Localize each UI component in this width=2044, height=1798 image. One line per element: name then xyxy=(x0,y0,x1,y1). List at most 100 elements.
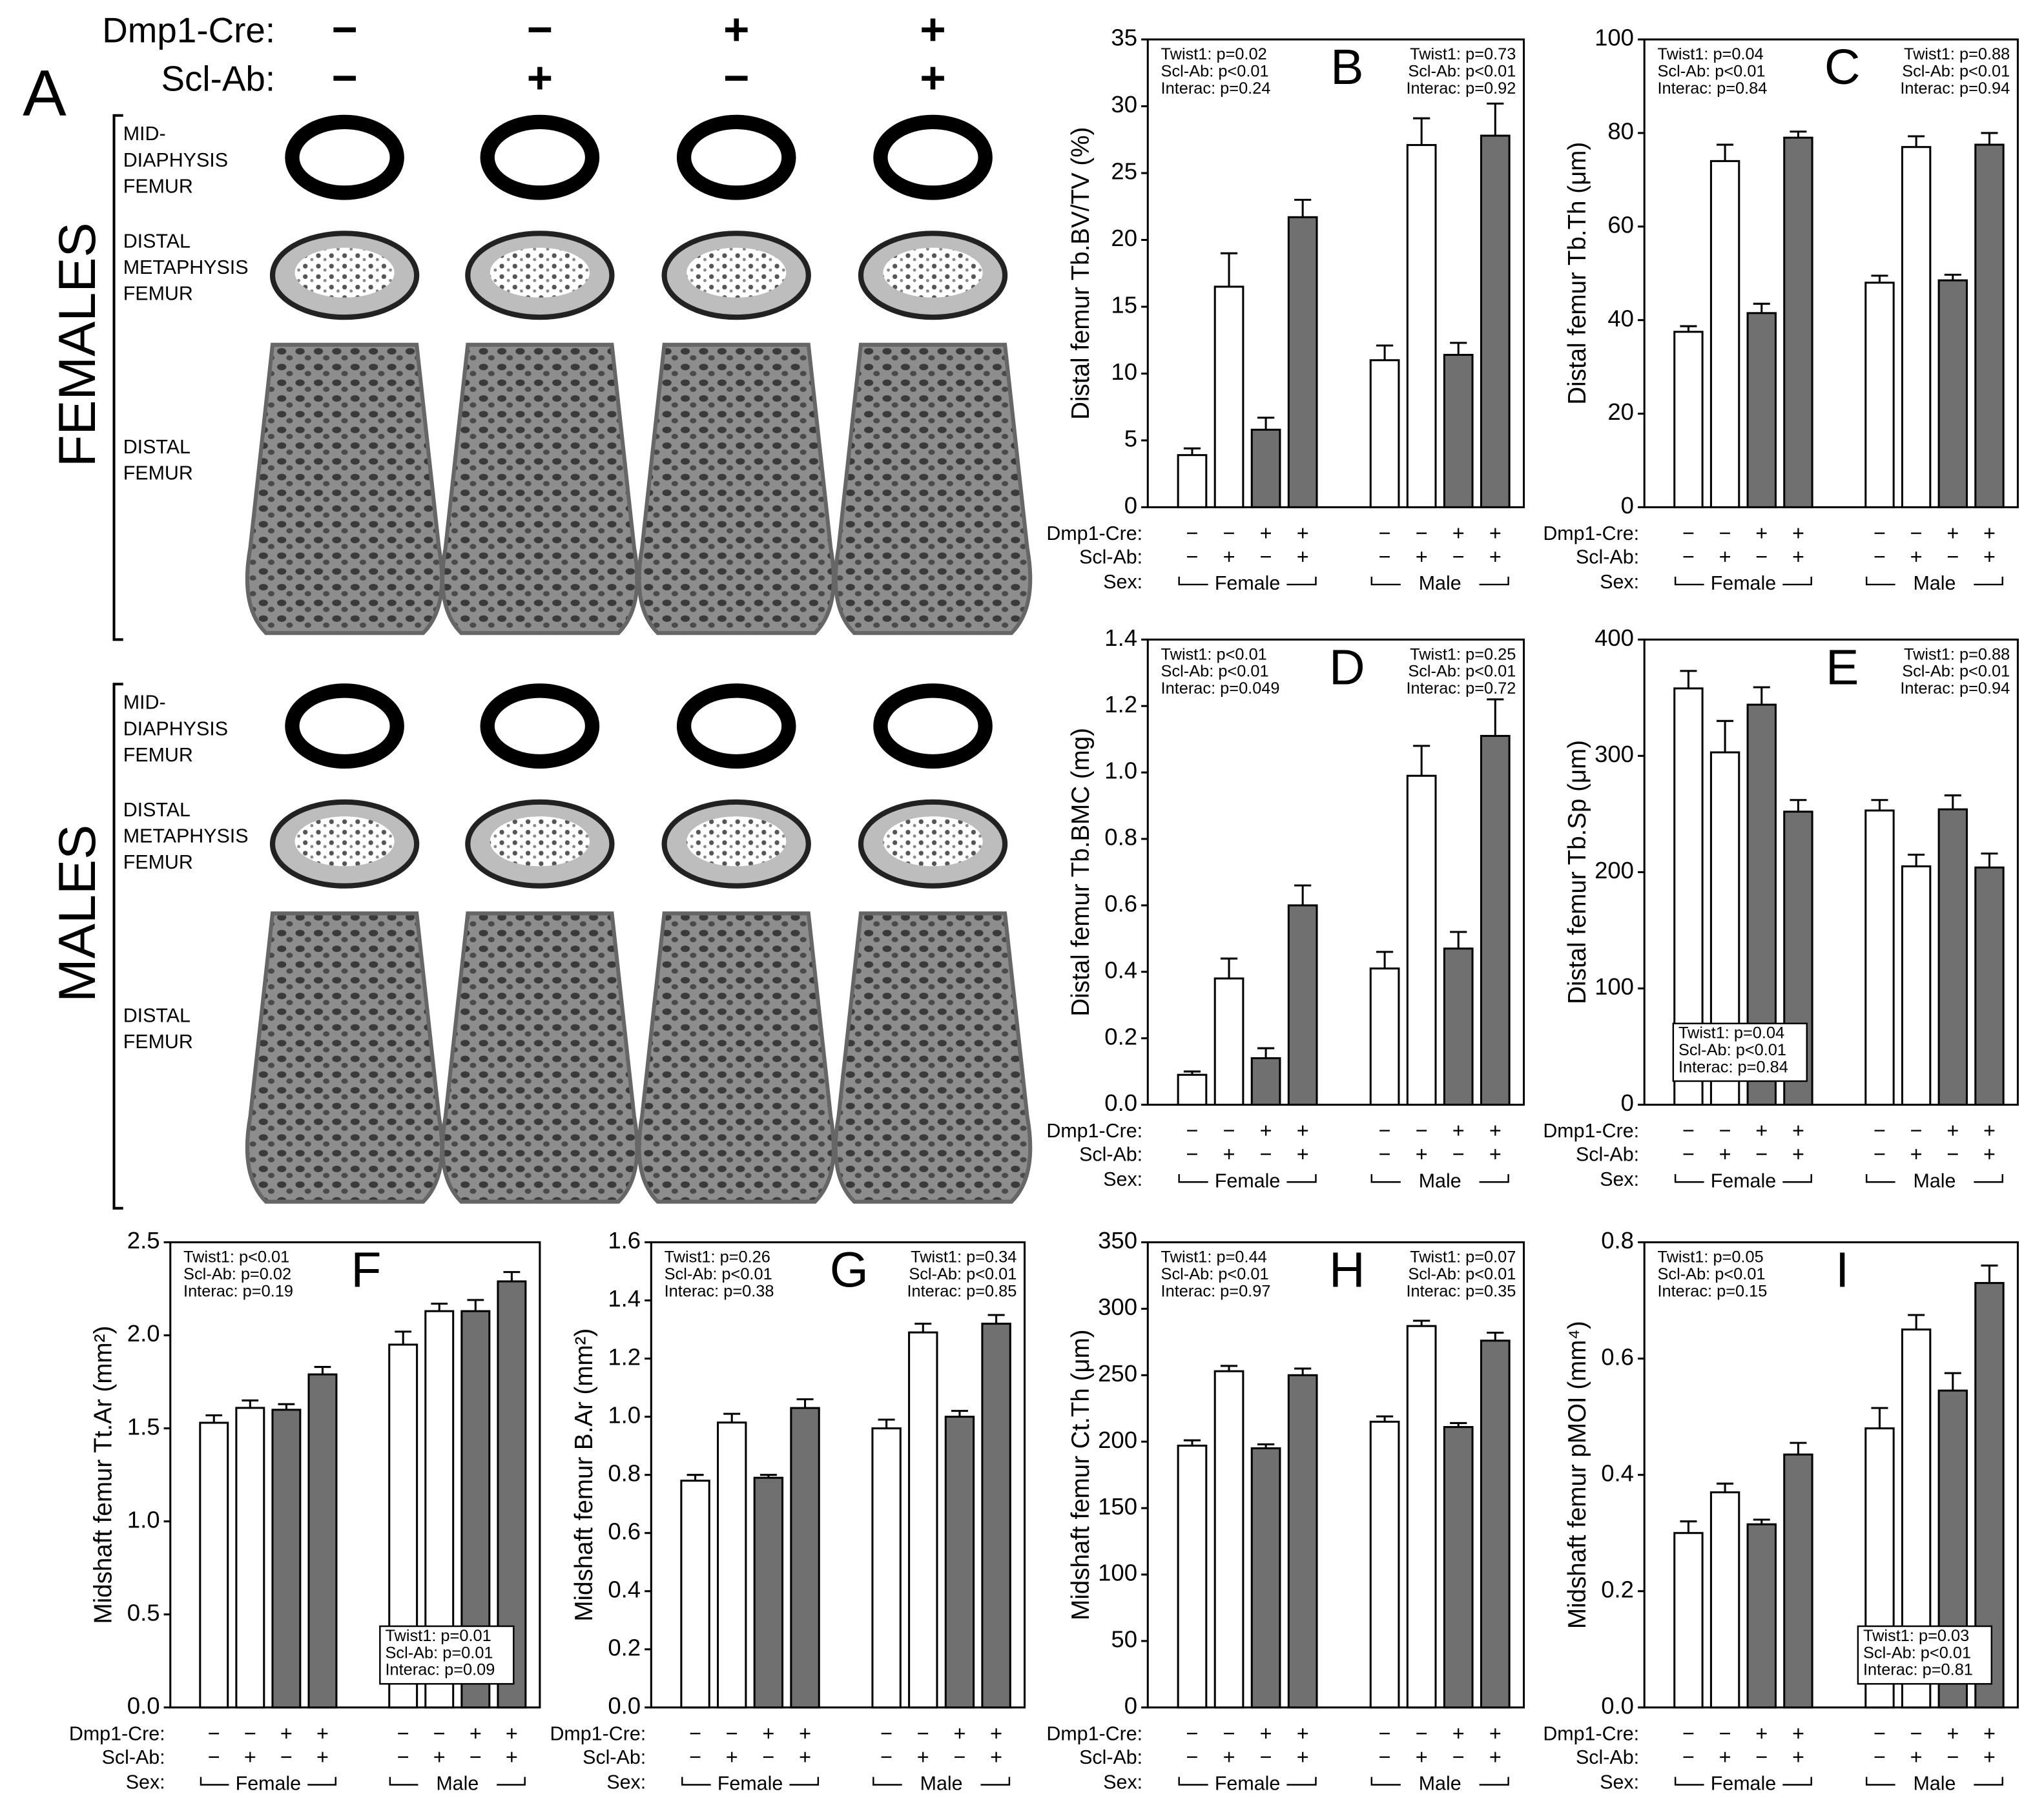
dmp1-sign: − xyxy=(208,1722,220,1745)
y-tick-label: 0.4 xyxy=(608,1576,641,1602)
stats-text: Twist1: p=0.34 xyxy=(911,1248,1017,1266)
dmp1-sign: + xyxy=(506,1722,518,1745)
sclab-sign: + xyxy=(920,53,945,103)
sclab-sign: + xyxy=(1910,1746,1923,1769)
x-row-label: Sex: xyxy=(1600,1168,1639,1190)
section-label: DISTAL xyxy=(123,436,191,458)
dmp1-sign: + xyxy=(1260,1722,1272,1745)
midshaft-ring xyxy=(873,114,993,200)
midshaft-ring xyxy=(873,683,993,769)
dmp1-sign: − xyxy=(1874,1722,1886,1745)
dmp1-sign: + xyxy=(1297,1119,1309,1142)
group-bracket xyxy=(1674,1777,1812,1786)
sclab-sign: + xyxy=(1983,545,1996,568)
sclab-sign: + xyxy=(1489,545,1502,568)
bar xyxy=(1213,977,1244,1106)
section-label: DISTAL xyxy=(123,1005,191,1027)
y-tick-label: 0.4 xyxy=(1601,1460,1634,1486)
error-bar xyxy=(1680,1520,1697,1533)
error-bar xyxy=(1981,852,1998,868)
distal-femur xyxy=(440,911,639,1204)
x-row-label: Scl-Ab: xyxy=(583,1746,646,1768)
y-tick-label: 150 xyxy=(1098,1493,1137,1520)
error-bar xyxy=(1413,745,1430,776)
bar xyxy=(1443,1426,1474,1709)
dmp1-sign: − xyxy=(1719,1119,1731,1142)
sclab-sign: + xyxy=(1416,1746,1428,1769)
y-tick-label: 50 xyxy=(1111,1626,1137,1653)
y-tick-label: 0 xyxy=(1124,492,1137,519)
sclab-sign: − xyxy=(397,1746,409,1769)
dmp1-sign: − xyxy=(1910,1722,1923,1745)
y-tick-label: 0.8 xyxy=(1104,824,1137,851)
bar xyxy=(1406,144,1437,508)
stats-text: Twist1: p=0.88 xyxy=(1904,45,2010,63)
group-bracket xyxy=(1178,1174,1317,1183)
stats-text: Scl-Ab: p<0.01 xyxy=(1678,1041,1786,1059)
stats-text: Scl-Ab: p<0.01 xyxy=(1161,63,1269,81)
x-row-label: Dmp1-Cre: xyxy=(1046,1722,1142,1744)
error-bar xyxy=(987,1314,1005,1324)
dmp1-sign: − xyxy=(1379,1722,1391,1745)
error-bar xyxy=(1717,719,1734,752)
dmp1-sign: + xyxy=(1755,1722,1768,1745)
stats-box xyxy=(1672,1022,1808,1082)
bar xyxy=(1783,136,1813,508)
section-label: FEMUR xyxy=(123,462,193,484)
dmp1-sign: − xyxy=(1223,1119,1235,1142)
dmp1-sign: + xyxy=(1983,1119,1996,1142)
distal-femur xyxy=(245,342,444,636)
x-row-label: Dmp1-Cre: xyxy=(1046,522,1142,544)
y-axis-label: Distal femur Tb.BV/TV (%) xyxy=(1067,127,1095,420)
sclab-sign: + xyxy=(506,1746,518,1769)
error-bar xyxy=(1257,1047,1275,1059)
group-bracket xyxy=(1370,1777,1509,1786)
distal-femur xyxy=(833,911,1033,1204)
metaphysis-trabecular xyxy=(883,816,983,867)
dmp1-sign: + xyxy=(1946,1119,1959,1142)
sclab-sign: + xyxy=(1297,1746,1309,1769)
midshaft-ring xyxy=(285,114,404,200)
bar xyxy=(1974,143,2005,508)
sclab-sign: − xyxy=(1452,545,1465,568)
error-bar xyxy=(1376,344,1394,360)
section-label: FEMUR xyxy=(123,175,193,197)
sclab-sign: − xyxy=(1452,1746,1465,1769)
dmp1-sign: − xyxy=(689,1722,701,1745)
dmp1-sign: − xyxy=(1223,522,1235,545)
bar xyxy=(1480,1339,1511,1709)
y-tick-label: 0.2 xyxy=(608,1634,641,1660)
dmp1-sign: + xyxy=(1297,522,1309,545)
stats-text: Twist1: p=0.03 xyxy=(1863,1627,1969,1645)
sclab-sign: + xyxy=(1489,1142,1502,1166)
group-label: MALES xyxy=(48,825,107,1002)
section-label: METAPHYSIS xyxy=(123,256,249,278)
error-bar xyxy=(1908,135,1925,147)
y-tick-label: 2.0 xyxy=(127,1320,160,1347)
distal-femur xyxy=(637,342,836,636)
y-tick-label: 0.8 xyxy=(608,1460,641,1486)
error-bar xyxy=(431,1303,448,1312)
sclab-sign: + xyxy=(1297,1142,1309,1166)
x-row-label: Scl-Ab: xyxy=(1079,1144,1142,1166)
panel-letter: D xyxy=(1329,639,1365,695)
bar xyxy=(1746,312,1777,508)
sclab-sign: − xyxy=(1874,545,1886,568)
dmp1-sign: + xyxy=(1792,1119,1804,1142)
panel-letter: B xyxy=(1330,39,1363,95)
y-axis-label: Midshaft femur Tt.Ar (mm²) xyxy=(89,1326,117,1624)
panel-letter: F xyxy=(351,1243,381,1298)
y-tick-label: 1.2 xyxy=(608,1343,641,1370)
error-bar xyxy=(1413,117,1430,145)
error-bar xyxy=(1944,794,1961,810)
bar xyxy=(1177,1444,1208,1709)
dmp1-sign: − xyxy=(1186,1119,1199,1142)
distal-femur xyxy=(245,911,444,1204)
error-bar xyxy=(1220,957,1238,979)
bar xyxy=(1901,865,1932,1106)
y-tick-label: 20 xyxy=(1111,225,1137,251)
y-tick-label: 40 xyxy=(1607,305,1634,331)
bar xyxy=(1746,1523,1777,1709)
y-tick-label: 1.6 xyxy=(608,1227,641,1254)
dmp1-sign: − xyxy=(1910,522,1923,545)
